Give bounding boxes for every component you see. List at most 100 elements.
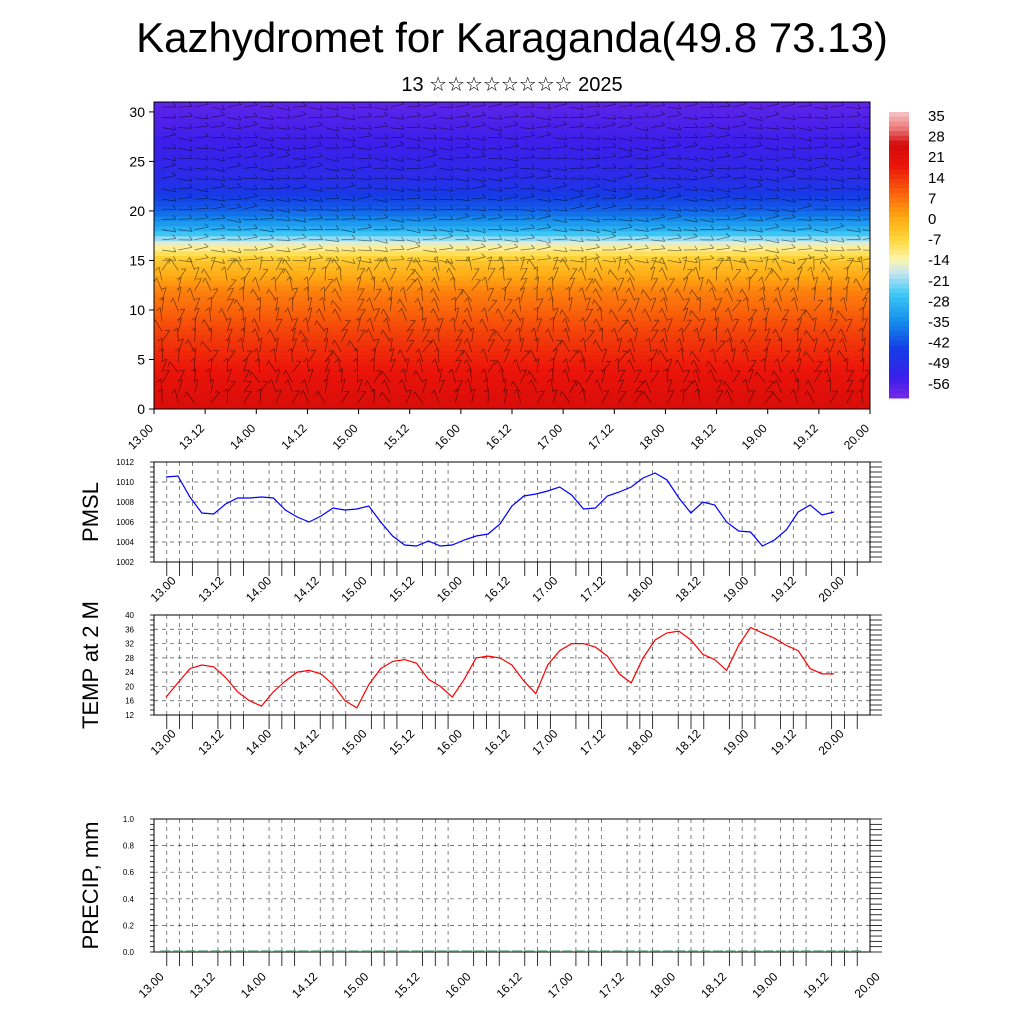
wind-barb-flag	[173, 327, 178, 332]
wind-barb-flag	[677, 348, 682, 353]
wind-barb-flag	[331, 350, 334, 356]
wind-barb-flag	[678, 246, 682, 252]
wind-barb	[357, 249, 372, 251]
wind-barb-flag	[251, 318, 255, 324]
wind-barb	[764, 317, 768, 332]
wind-barb	[406, 389, 412, 404]
wind-barb-flag	[319, 225, 323, 230]
wind-barb	[862, 268, 870, 281]
wind-barb	[699, 338, 706, 353]
wind-barb	[177, 327, 179, 342]
wind-barb-flag	[776, 176, 780, 182]
wind-barb-flag	[518, 338, 524, 341]
wind-barb-flag	[862, 318, 868, 321]
wind-barb-flag	[400, 174, 405, 179]
wind-barb-flag	[624, 259, 627, 265]
wind-barb-flag	[448, 368, 453, 374]
wind-barb	[577, 381, 587, 394]
wind-barb-flag	[726, 256, 731, 261]
wind-barb	[504, 196, 519, 200]
wind-barb	[500, 368, 505, 383]
wind-barb	[860, 389, 864, 404]
wind-barb-flag	[874, 133, 877, 137]
wind-barb-flag	[759, 257, 764, 262]
wind-barb-flag	[677, 163, 682, 169]
wind-barb-flag	[303, 134, 307, 140]
wind-barb	[373, 106, 388, 111]
wind-barb-flag	[564, 113, 568, 118]
wind-barb-flag	[326, 257, 332, 260]
wind-barb-flag	[208, 378, 214, 382]
wind-barb	[618, 391, 627, 404]
wind-barb-flag	[712, 266, 717, 270]
colorbar-segment	[889, 169, 909, 175]
wind-barb	[729, 338, 733, 353]
wind-barb-flag	[808, 195, 812, 201]
wind-barb-flag	[841, 215, 845, 220]
wind-barb	[292, 127, 307, 131]
wind-barb	[650, 124, 665, 128]
wind-barb-flag	[726, 152, 731, 157]
x-tick-label: 13.00	[125, 421, 156, 452]
wind-barb	[630, 338, 636, 353]
wind-barb-flag	[479, 318, 483, 324]
wind-barb-flag	[171, 131, 176, 135]
wind-barb-flag	[644, 244, 649, 249]
wind-barb	[194, 308, 200, 322]
wind-barb-flag	[759, 195, 764, 201]
colorbar-label: -7	[928, 232, 941, 249]
wind-barb-flag	[792, 197, 796, 203]
wind-barb	[194, 125, 209, 128]
wind-barb	[667, 208, 682, 212]
wind-barb	[585, 106, 600, 108]
wind-barb	[259, 338, 263, 353]
wind-barb	[862, 318, 868, 332]
wind-barb-flag	[501, 286, 507, 290]
wind-barb-flag	[580, 113, 584, 118]
wind-barb-flag	[691, 359, 694, 365]
wind-barb-flag	[494, 360, 498, 365]
wind-barb	[693, 359, 701, 373]
wind-barb	[536, 246, 551, 251]
wind-barb-flag	[238, 115, 242, 121]
wind-barb	[437, 327, 440, 342]
wind-barb	[712, 348, 717, 363]
wind-barb	[471, 197, 486, 200]
wind-barb-flag	[381, 257, 385, 263]
wind-barb-flag	[515, 134, 519, 140]
wind-barb-flag	[381, 379, 385, 385]
wind-barb-flag	[336, 105, 340, 111]
wind-barb-flag	[857, 195, 861, 201]
wind-barb-flag	[841, 155, 845, 161]
wind-barb	[716, 188, 730, 193]
wind-barb-flag	[841, 237, 845, 243]
wind-barb-flag	[205, 164, 209, 170]
wind-barb-flag	[706, 360, 709, 366]
wind-barb-flag	[733, 318, 739, 321]
wind-barb-flag	[694, 388, 699, 393]
wind-barb	[194, 136, 209, 139]
wind-barb	[650, 227, 665, 230]
wind-barb	[781, 229, 796, 233]
wind-barb	[187, 339, 195, 353]
wind-barb	[602, 167, 617, 169]
wind-barb-flag	[742, 111, 747, 116]
wind-barb	[846, 390, 854, 404]
wind-barb-flag	[596, 102, 601, 107]
wind-barb	[161, 329, 171, 342]
wind-barb-flag	[157, 337, 163, 342]
wind-barb	[781, 217, 796, 220]
heatmap-band	[154, 161, 870, 167]
wind-barb-flag	[488, 287, 494, 290]
panel-frame	[153, 461, 871, 563]
colorbar-segment	[889, 150, 909, 156]
wind-barb-flag	[711, 166, 714, 172]
wind-barb-flag	[384, 256, 389, 262]
wind-barb-flag	[466, 196, 470, 201]
wind-barb	[748, 145, 763, 149]
wind-barb	[406, 246, 421, 251]
wind-barb	[634, 247, 649, 251]
wind-barb-flag	[666, 358, 672, 361]
wind-barb-flag	[254, 185, 258, 190]
colorbar-segment	[889, 255, 909, 261]
